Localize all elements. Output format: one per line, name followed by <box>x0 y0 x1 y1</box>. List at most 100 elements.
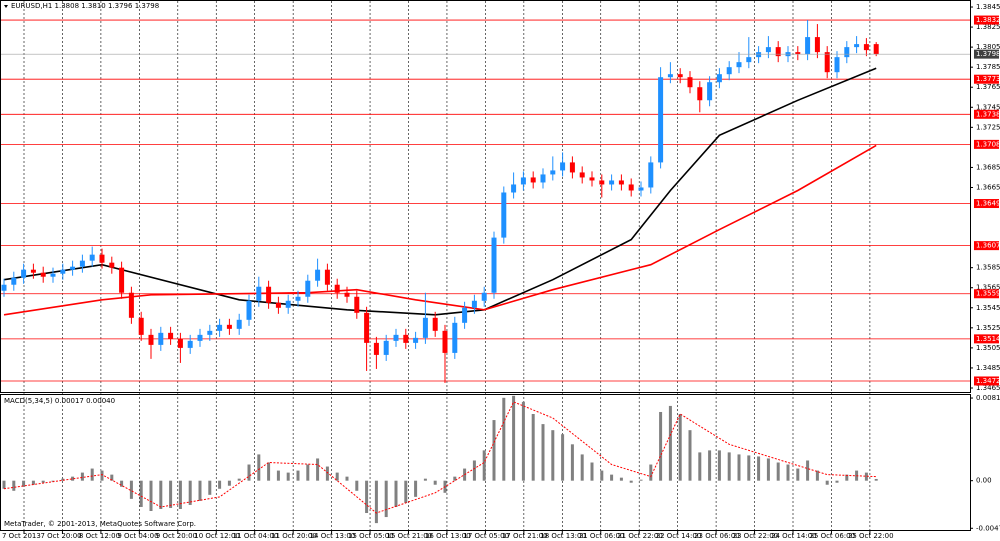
macd-bar <box>806 460 810 481</box>
macd-bar <box>414 480 418 497</box>
y-tick-label: 1.3845 <box>976 3 1000 11</box>
candle-body <box>834 57 840 73</box>
macd-bar <box>747 455 751 481</box>
x-tick-label: 11 Oct 04:00 <box>233 532 279 540</box>
candle-body <box>79 260 85 267</box>
candle-body <box>805 37 811 55</box>
level-label-box <box>974 74 999 84</box>
x-tick-label: 8 Oct 12:00 <box>79 532 120 540</box>
candle-body <box>589 177 595 181</box>
macd-bar <box>551 430 555 481</box>
signal-line <box>3 401 877 514</box>
candle-body <box>814 37 820 53</box>
candle-body <box>158 332 164 345</box>
macd-bar <box>698 452 702 481</box>
candle-body <box>422 317 428 338</box>
macd-bar <box>120 480 124 487</box>
candle-body <box>109 262 115 268</box>
candle-body <box>775 47 781 57</box>
x-tick-label: 23 Oct 22:00 <box>733 532 779 540</box>
candle-body <box>403 334 409 343</box>
candle-body <box>618 180 624 185</box>
x-tick-label: 15 Oct 05:00 <box>348 532 394 540</box>
macd-bar <box>384 480 388 518</box>
macd-bar <box>345 476 349 481</box>
x-tick-label: 11 Oct 20:00 <box>271 532 317 540</box>
macd-bar <box>276 470 280 481</box>
y-tick-label: 1.3505 <box>976 344 1000 352</box>
candle-body <box>324 269 330 285</box>
candle-body <box>128 292 134 318</box>
candle-body <box>285 300 291 308</box>
macd-bar <box>708 450 712 481</box>
level-label: 1.3832 <box>976 16 1000 24</box>
macd-bar <box>786 464 790 481</box>
candle-body <box>844 47 850 58</box>
macd-bar <box>472 460 476 481</box>
candle-body <box>246 300 252 320</box>
level-label: 1.3472 <box>976 377 1000 385</box>
y-tick-label: 0.00818 <box>976 394 1000 402</box>
last-price-box <box>974 49 999 59</box>
candle-body <box>687 77 693 88</box>
candle-body <box>569 162 575 173</box>
candle-body <box>795 52 801 55</box>
level-label: 1.3559 <box>976 290 1000 298</box>
macd-bar <box>531 414 535 481</box>
macd-bar <box>678 414 682 481</box>
candle-body <box>530 177 536 183</box>
macd-bar <box>110 474 114 481</box>
y-tick-label: 1.3465 <box>976 384 1000 392</box>
macd-bar <box>659 411 663 481</box>
candle-body <box>89 254 95 261</box>
level-label-box <box>974 199 999 209</box>
candle-body <box>707 82 713 101</box>
level-label: 1.3738 <box>976 110 1000 118</box>
x-tick-label: 9 Oct 04:00 <box>117 532 158 540</box>
macd-bar <box>169 480 173 508</box>
candle-body <box>168 332 174 339</box>
macd-bar <box>590 462 594 481</box>
y-tick-label: 1.3825 <box>976 23 1000 31</box>
macd-bar <box>688 430 692 481</box>
macd-bar <box>502 397 506 481</box>
moving-average-line <box>3 144 877 316</box>
candle-body <box>373 342 379 355</box>
macd-bar <box>600 470 604 481</box>
macd-bar <box>257 454 261 481</box>
candle-body <box>40 272 46 277</box>
y-tick-label: 1.3485 <box>976 364 1000 372</box>
candle-body <box>824 52 830 73</box>
y-tick-label: 1.3725 <box>976 123 1000 131</box>
y-tick-label: 1.3785 <box>976 63 1000 71</box>
candle-body <box>138 317 144 335</box>
macd-bar <box>845 474 849 481</box>
candle-body <box>432 317 438 331</box>
candle-body <box>863 44 869 51</box>
macd-bar <box>208 480 212 495</box>
y-tick-label: 1.3665 <box>976 183 1000 191</box>
macd-bar <box>306 464 310 481</box>
macd-bar <box>247 464 251 481</box>
y-tick-label: 1.3745 <box>976 103 1000 111</box>
y-tick-label: 1.3585 <box>976 264 1000 272</box>
x-tick-label: 25 Oct 06:00 <box>809 532 855 540</box>
candle-body <box>207 330 213 335</box>
macd-bar <box>394 480 398 507</box>
macd-bar <box>159 480 163 509</box>
macd-bar <box>188 480 192 505</box>
x-tick-label: 10 Oct 12:00 <box>194 532 240 540</box>
y-tick-label: 1.3805 <box>976 43 1000 51</box>
macd-bar <box>316 458 320 481</box>
candle-body <box>344 292 350 297</box>
x-tick-label: 7 Oct 2013 <box>2 532 41 540</box>
macd-bar <box>198 480 202 501</box>
macd-bar <box>541 424 545 481</box>
plot-area <box>0 1 970 530</box>
macd-bar <box>668 405 672 481</box>
candle-body <box>873 44 879 55</box>
candle-body <box>697 87 703 101</box>
x-tick-label: 21 Oct 06:00 <box>579 532 625 540</box>
candle-body <box>540 174 546 183</box>
